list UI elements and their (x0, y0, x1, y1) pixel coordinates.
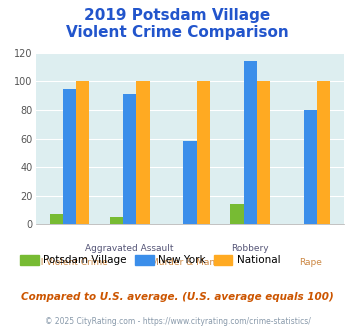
Legend: Potsdam Village, New York, National: Potsdam Village, New York, National (16, 251, 284, 270)
Text: Murder & Mans...: Murder & Mans... (151, 258, 229, 267)
Text: 2019 Potsdam Village: 2019 Potsdam Village (84, 8, 271, 23)
Text: © 2025 CityRating.com - https://www.cityrating.com/crime-statistics/: © 2025 CityRating.com - https://www.city… (45, 317, 310, 326)
Bar (123, 94, 136, 224)
Bar (257, 82, 270, 224)
Bar (304, 110, 317, 224)
Bar (136, 82, 149, 224)
Text: Compared to U.S. average. (U.S. average equals 100): Compared to U.S. average. (U.S. average … (21, 292, 334, 302)
Bar (197, 82, 210, 224)
Bar (244, 61, 257, 224)
Text: Violent Crime Comparison: Violent Crime Comparison (66, 25, 289, 40)
Bar (110, 217, 123, 224)
Bar (63, 88, 76, 224)
Bar (50, 214, 63, 224)
Bar (76, 82, 89, 224)
Bar (230, 204, 244, 224)
Text: Robbery: Robbery (231, 244, 269, 253)
Bar (183, 142, 197, 224)
Bar (317, 82, 330, 224)
Text: Rape: Rape (299, 258, 322, 267)
Text: All Violent Crime: All Violent Crime (32, 258, 107, 267)
Text: Aggravated Assault: Aggravated Assault (86, 244, 174, 253)
